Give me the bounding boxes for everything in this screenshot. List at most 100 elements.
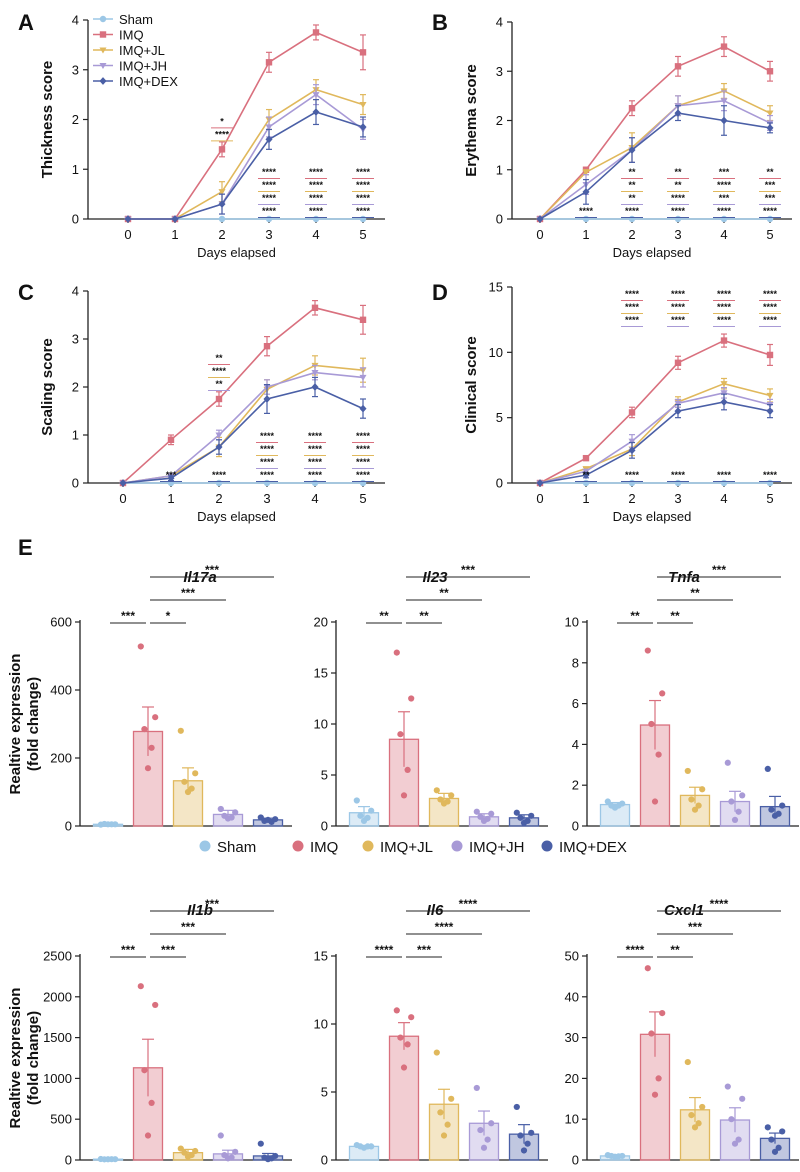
- significance-label: **: [630, 609, 640, 623]
- data-point: [408, 1014, 415, 1021]
- legend-label: IMQ+DEX: [559, 839, 627, 856]
- significance-label: ****: [671, 470, 686, 480]
- legend-label: IMQ+JL: [119, 43, 165, 58]
- y-tick-label: 0: [72, 476, 79, 491]
- x-tick-label: 4: [720, 227, 727, 242]
- x-axis-label: Days elapsed: [613, 509, 692, 524]
- data-point: [264, 816, 272, 823]
- y-tick-label: 20: [565, 1071, 579, 1086]
- legend-label: IMQ+JH: [119, 59, 167, 74]
- data-point: [766, 124, 774, 132]
- data-point: [644, 647, 651, 654]
- y-tick-label: 0: [572, 1153, 579, 1168]
- data-point: [582, 454, 590, 462]
- y-axis-label: (fold change): [25, 1011, 42, 1105]
- panel-letter: C: [18, 280, 34, 305]
- significance-label: **: [379, 609, 389, 623]
- data-point: [779, 1128, 786, 1135]
- data-point: [699, 1103, 706, 1111]
- data-point: [393, 1007, 400, 1014]
- data-point: [397, 1034, 404, 1041]
- y-tick-label: 15: [314, 949, 328, 964]
- data-point: [404, 766, 411, 774]
- data-point: [655, 1075, 662, 1082]
- data-point: [148, 1099, 155, 1106]
- data-point: [265, 135, 273, 144]
- significance-label: ****: [308, 431, 323, 441]
- y-tick-label: 2: [496, 113, 503, 128]
- data-point: [359, 404, 367, 413]
- data-point: [691, 806, 699, 813]
- x-tick-label: 2: [628, 491, 635, 506]
- x-tick-label: 3: [265, 227, 272, 242]
- data-point: [720, 116, 728, 125]
- data-point: [104, 1156, 112, 1163]
- data-point: [263, 395, 271, 403]
- data-point: [217, 1132, 224, 1139]
- y-tick-label: 15: [314, 666, 328, 681]
- data-point: [393, 649, 400, 656]
- data-point: [368, 807, 375, 814]
- data-point: [440, 800, 448, 807]
- y-axis-label: Realtive expression: [7, 654, 24, 795]
- significance-label: ****: [309, 167, 324, 177]
- data-point: [674, 109, 682, 117]
- y-tick-label: 600: [50, 615, 72, 630]
- y-tick-label: 2: [72, 380, 79, 395]
- data-point: [148, 744, 155, 751]
- data-point: [766, 479, 774, 487]
- significance-label: ****: [260, 470, 275, 480]
- data-point: [766, 392, 774, 399]
- significance-label: ****: [671, 302, 686, 312]
- data-point: [312, 29, 320, 36]
- data-point: [720, 398, 728, 406]
- data-point: [311, 479, 319, 487]
- data-point: [739, 1095, 746, 1102]
- data-point: [265, 59, 273, 66]
- y-tick-label: 10: [565, 1112, 579, 1127]
- data-point: [644, 965, 651, 972]
- series-line-imq-jh: [539, 392, 771, 484]
- data-point: [448, 792, 455, 799]
- data-point: [720, 381, 728, 388]
- significance-label: *: [166, 609, 171, 623]
- data-point: [171, 215, 179, 223]
- legend-marker: [199, 840, 211, 852]
- y-tick-label: 0: [72, 212, 79, 227]
- significance-label: ***: [461, 563, 475, 577]
- data-point: [674, 400, 682, 407]
- series-line-imq: [122, 306, 364, 484]
- data-point: [104, 821, 112, 828]
- data-point: [659, 1010, 666, 1017]
- significance-label: ****: [309, 193, 324, 203]
- data-point: [735, 1136, 742, 1143]
- data-point: [408, 695, 415, 702]
- significance-label: ****: [763, 289, 778, 299]
- data-point: [628, 215, 636, 223]
- significance-label: ****: [435, 920, 454, 934]
- y-tick-label: 3: [496, 64, 503, 79]
- y-axis-label: Erythema score: [463, 64, 480, 177]
- y-tick-label: 1: [496, 162, 503, 177]
- data-point: [218, 146, 226, 153]
- bar-legend: Sham IMQ IMQ+JL IMQ+JH IMQ+DEX: [199, 839, 627, 856]
- data-point: [265, 124, 273, 131]
- significance-label: ****: [717, 206, 732, 216]
- data-point: [224, 815, 232, 822]
- panel-letter: D: [432, 280, 448, 305]
- data-point: [218, 200, 226, 208]
- data-point: [655, 751, 662, 758]
- data-point: [257, 1140, 264, 1147]
- x-tick-label: 0: [536, 227, 543, 242]
- data-point: [184, 788, 192, 796]
- legend-marker: [99, 77, 107, 85]
- significance-label: ****: [262, 167, 277, 177]
- panel-b: B 0 1 2 3 4 0 1 2 3 4 5 Days elapsed Erythema score **…: [432, 10, 792, 260]
- legend-marker: [292, 840, 304, 852]
- significance-label: **: [766, 167, 774, 177]
- legend-label: Sham: [217, 839, 256, 856]
